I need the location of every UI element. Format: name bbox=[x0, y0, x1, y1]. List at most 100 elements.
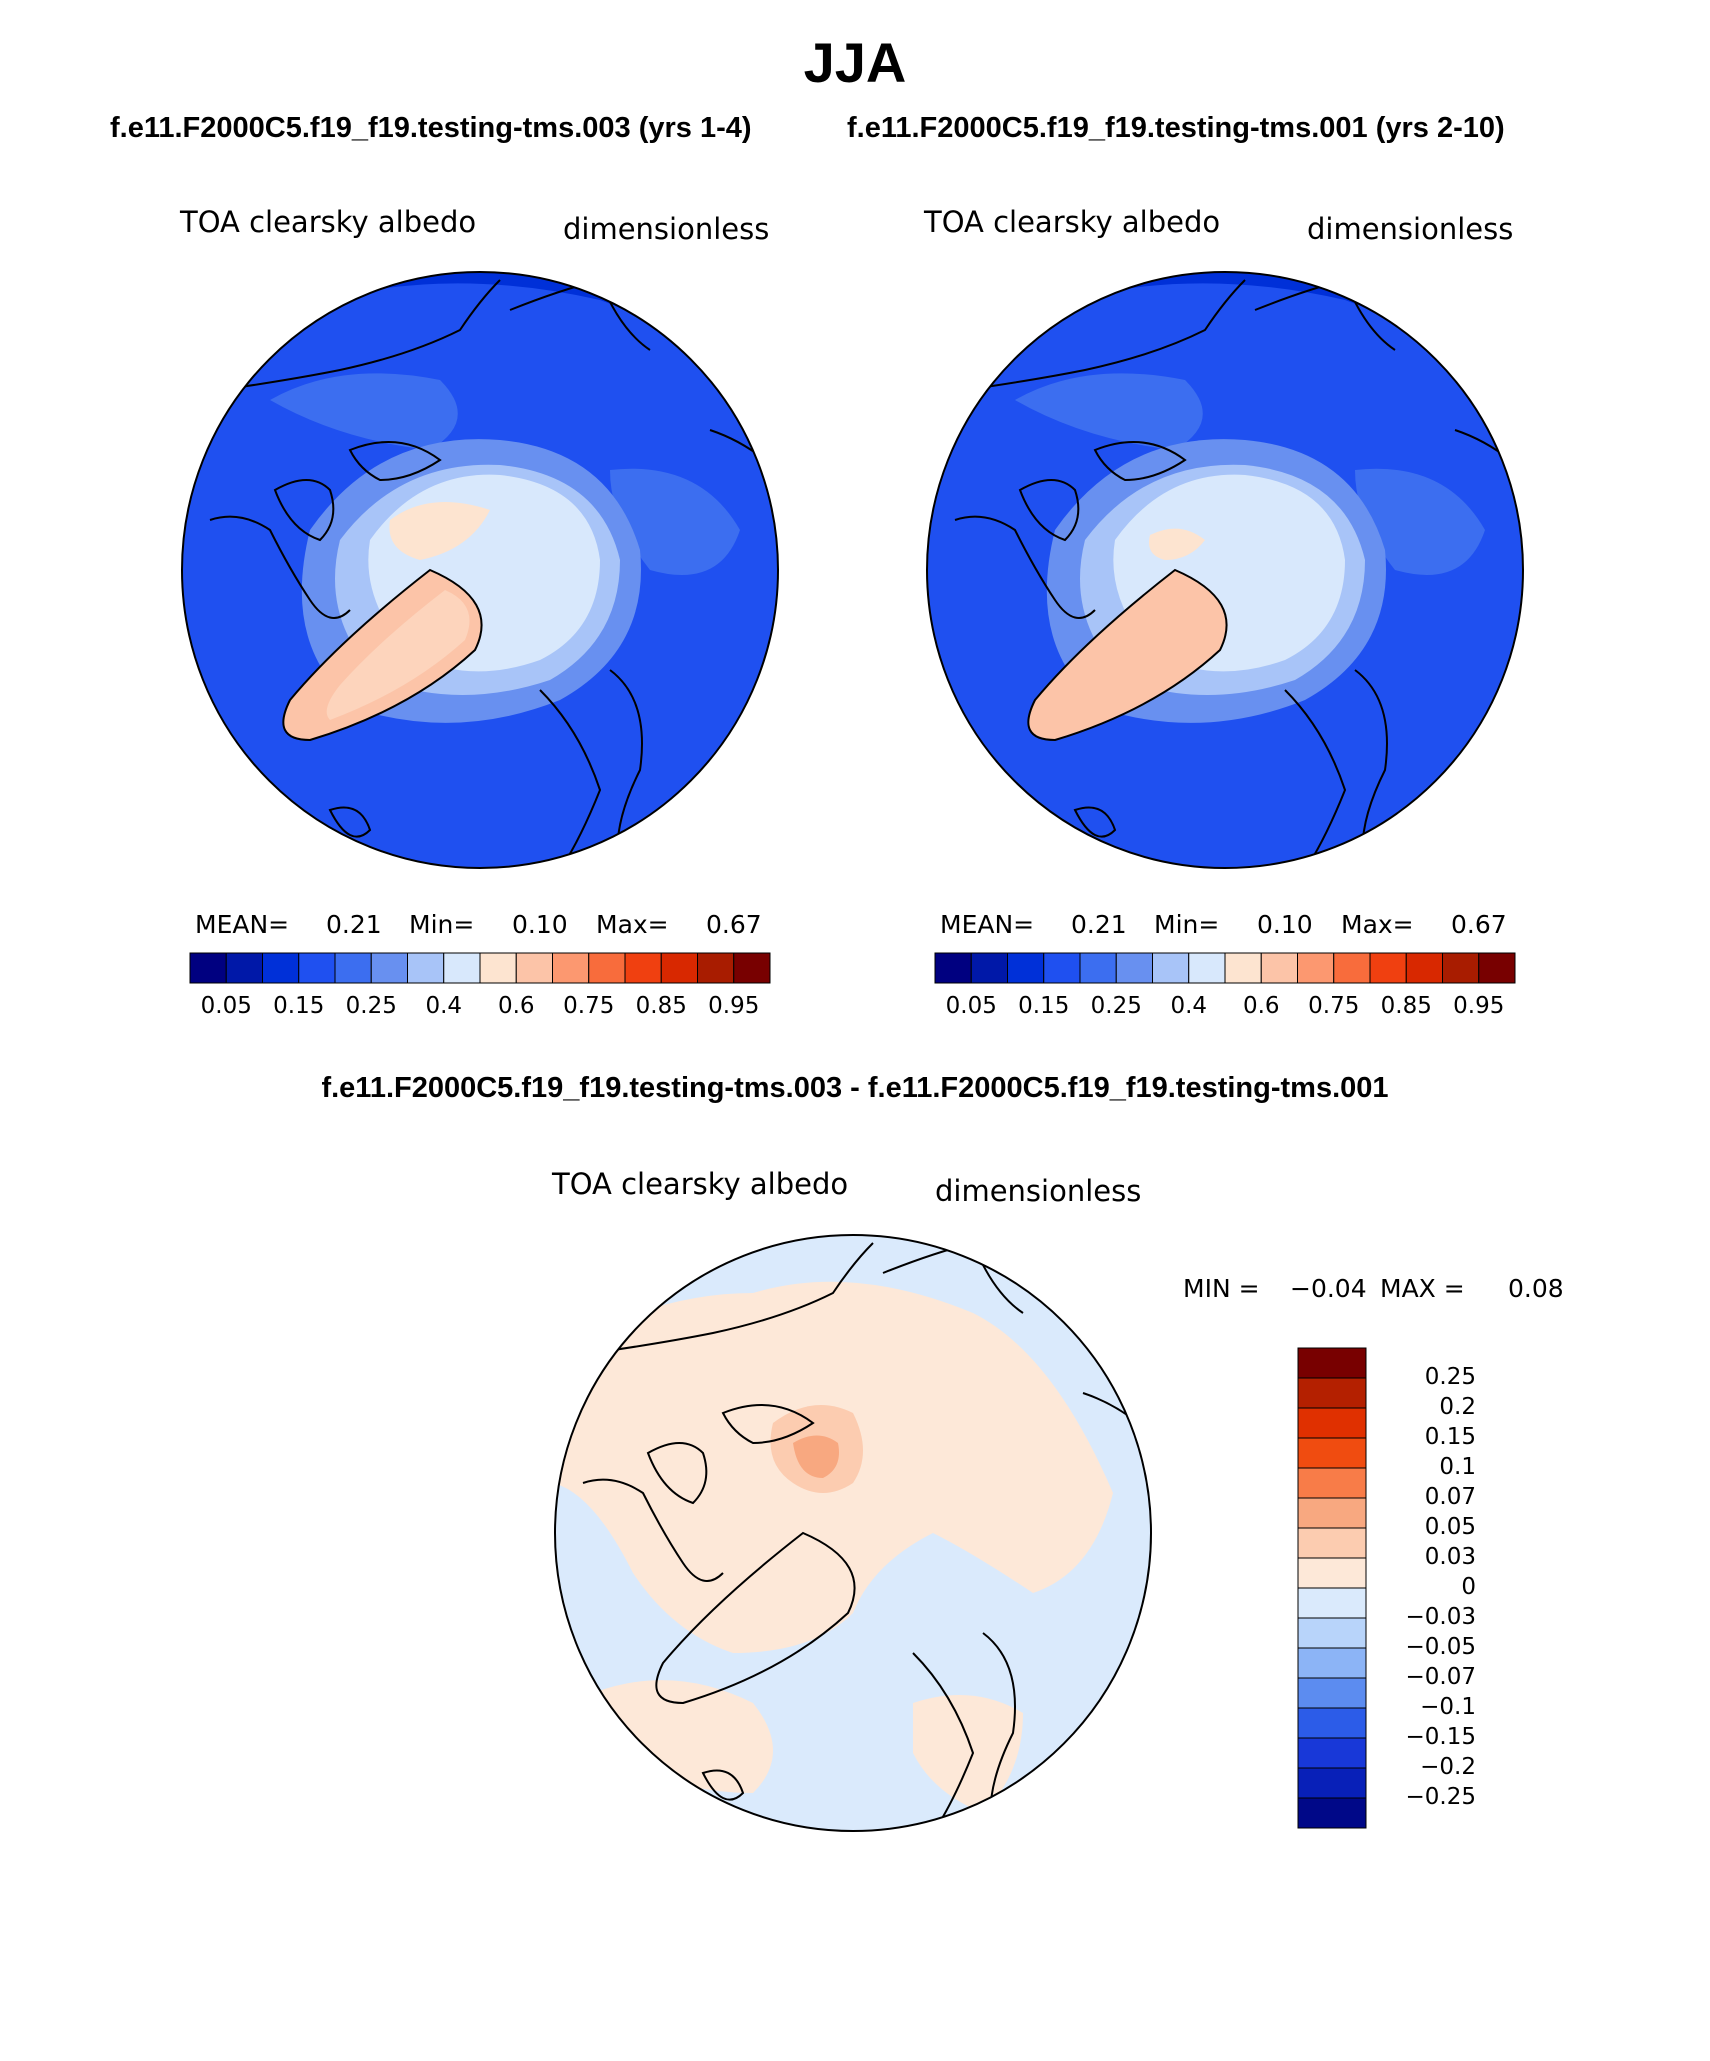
left-colorbar-box bbox=[588, 952, 626, 984]
difference-colorbar-box bbox=[1297, 1347, 1367, 1379]
difference-colorbar-box bbox=[1297, 1377, 1367, 1409]
difference-colorbar-box bbox=[1297, 1707, 1367, 1739]
right-colorbar bbox=[934, 952, 1516, 984]
left-colorbar-box bbox=[334, 952, 372, 984]
right-colorbar-box bbox=[1224, 952, 1262, 984]
left-colorbar-box bbox=[262, 952, 300, 984]
left-variable-label: TOA clearsky albedo bbox=[180, 205, 477, 239]
right-variable-label: TOA clearsky albedo bbox=[924, 205, 1221, 239]
difference-colorbar-tick-label: 0.07 bbox=[1424, 1484, 1476, 1510]
difference-colorbar-ticks: 0.25 0.2 0.15 0.1 0.07 0.05 0.03 0 −0.03 −0.05 −0.… bbox=[1376, 1348, 1496, 1828]
difference-colorbar-box bbox=[1297, 1467, 1367, 1499]
difference-colorbar-tick-label: 0.03 bbox=[1424, 1544, 1476, 1570]
left-colorbar-box bbox=[515, 952, 553, 984]
difference-title: f.e11.F2000C5.f19_f19.testing-tms.003 - … bbox=[321, 1072, 1389, 1104]
difference-colorbar-box bbox=[1297, 1647, 1367, 1679]
figure-title: JJA bbox=[803, 31, 907, 94]
left-colorbar-tick-label: 0.15 bbox=[273, 993, 325, 1019]
left-colorbar-box bbox=[697, 952, 735, 984]
right-colorbar-box bbox=[1115, 952, 1153, 984]
left-max-value: 0.67 bbox=[706, 910, 762, 939]
difference-colorbar-box bbox=[1297, 1767, 1367, 1799]
left-min-value: 0.10 bbox=[512, 910, 568, 939]
right-min-label: Min= bbox=[1154, 910, 1220, 939]
right-colorbar-box bbox=[1333, 952, 1371, 984]
left-case-title: f.e11.F2000C5.f19_f19.testing-tms.003 (y… bbox=[110, 112, 752, 144]
right-max-value: 0.67 bbox=[1451, 910, 1507, 939]
right-colorbar-box bbox=[1188, 952, 1226, 984]
difference-colorbar-box bbox=[1297, 1407, 1367, 1439]
right-colorbar-box bbox=[1079, 952, 1117, 984]
right-colorbar-box bbox=[1007, 952, 1045, 984]
left-colorbar-tick-label: 0.6 bbox=[497, 993, 535, 1019]
right-units-label: dimensionless bbox=[1307, 212, 1514, 246]
difference-colorbar-tick-label: 0 bbox=[1461, 1574, 1476, 1600]
difference-colorbar-tick-label: 0.15 bbox=[1424, 1424, 1476, 1450]
difference-colorbar-box bbox=[1297, 1497, 1367, 1529]
right-polar-map bbox=[926, 271, 1524, 869]
left-colorbar-tick-label: 0.75 bbox=[563, 993, 615, 1019]
left-polar-map bbox=[181, 271, 779, 869]
right-colorbar-tick-label: 0.85 bbox=[1380, 993, 1432, 1019]
difference-colorbar-box bbox=[1297, 1527, 1367, 1559]
difference-colorbar-box bbox=[1297, 1677, 1367, 1709]
right-colorbar-box bbox=[1152, 952, 1190, 984]
left-colorbar-tick-label: 0.85 bbox=[635, 993, 687, 1019]
left-colorbar-box bbox=[225, 952, 263, 984]
difference-polar-map bbox=[554, 1234, 1152, 1832]
difference-colorbar-tick-label: 0.1 bbox=[1439, 1454, 1476, 1480]
left-colorbar-box bbox=[479, 952, 517, 984]
right-max-label: Max= bbox=[1341, 910, 1414, 939]
right-mean-label: MEAN= bbox=[940, 910, 1035, 939]
left-colorbar-box bbox=[624, 952, 662, 984]
difference-min-label: MIN = bbox=[1183, 1274, 1260, 1303]
right-colorbar-box bbox=[1297, 952, 1335, 984]
right-colorbar-tick-label: 0.4 bbox=[1170, 993, 1208, 1019]
left-colorbar-ticks: 0.05 0.15 0.25 0.4 0.6 0.75 0.85 0.95 bbox=[190, 993, 770, 1023]
left-colorbar-box bbox=[552, 952, 590, 984]
right-colorbar-tick-label: 0.75 bbox=[1308, 993, 1360, 1019]
left-max-label: Max= bbox=[596, 910, 669, 939]
left-colorbar-tick-label: 0.25 bbox=[345, 993, 397, 1019]
right-mean-value: 0.21 bbox=[1071, 910, 1127, 939]
difference-variable-label: TOA clearsky albedo bbox=[552, 1167, 849, 1201]
difference-min-value: −0.04 bbox=[1290, 1274, 1367, 1303]
right-colorbar-tick-label: 0.25 bbox=[1090, 993, 1142, 1019]
difference-colorbar-box bbox=[1297, 1587, 1367, 1619]
difference-colorbar-tick-label: 0.25 bbox=[1424, 1364, 1476, 1390]
difference-colorbar-tick-label: −0.1 bbox=[1420, 1694, 1476, 1720]
right-case-title: f.e11.F2000C5.f19_f19.testing-tms.001 (y… bbox=[847, 112, 1505, 144]
difference-colorbar-box bbox=[1297, 1617, 1367, 1649]
difference-max-value: 0.08 bbox=[1508, 1274, 1564, 1303]
left-colorbar-tick-label: 0.4 bbox=[425, 993, 463, 1019]
left-colorbar-box bbox=[370, 952, 408, 984]
left-units-label: dimensionless bbox=[563, 212, 770, 246]
difference-colorbar-box bbox=[1297, 1737, 1367, 1769]
difference-colorbar-tick-label: −0.07 bbox=[1405, 1664, 1476, 1690]
right-colorbar-tick-label: 0.05 bbox=[945, 993, 997, 1019]
difference-colorbar-box bbox=[1297, 1797, 1367, 1829]
difference-colorbar-tick-label: 0.05 bbox=[1424, 1514, 1476, 1540]
difference-colorbar-tick-label: 0.2 bbox=[1439, 1394, 1476, 1420]
left-mean-value: 0.21 bbox=[326, 910, 382, 939]
right-min-value: 0.10 bbox=[1257, 910, 1313, 939]
right-colorbar-box bbox=[1478, 952, 1516, 984]
difference-colorbar-tick-label: −0.2 bbox=[1420, 1754, 1476, 1780]
right-colorbar-box bbox=[1405, 952, 1443, 984]
difference-colorbar-tick-label: −0.03 bbox=[1405, 1604, 1476, 1630]
left-min-label: Min= bbox=[409, 910, 475, 939]
difference-units-label: dimensionless bbox=[935, 1174, 1142, 1208]
difference-colorbar-tick-label: −0.15 bbox=[1405, 1724, 1476, 1750]
right-colorbar-box bbox=[1442, 952, 1480, 984]
right-colorbar-box bbox=[1369, 952, 1407, 984]
left-colorbar-box bbox=[733, 952, 771, 984]
left-colorbar-box bbox=[660, 952, 698, 984]
left-colorbar-box bbox=[189, 952, 227, 984]
difference-colorbar bbox=[1297, 1347, 1367, 1829]
right-colorbar-box bbox=[1043, 952, 1081, 984]
difference-colorbar-box bbox=[1297, 1437, 1367, 1469]
left-colorbar bbox=[189, 952, 771, 984]
left-colorbar-box bbox=[443, 952, 481, 984]
left-colorbar-box bbox=[298, 952, 336, 984]
difference-colorbar-tick-label: −0.05 bbox=[1405, 1634, 1476, 1660]
